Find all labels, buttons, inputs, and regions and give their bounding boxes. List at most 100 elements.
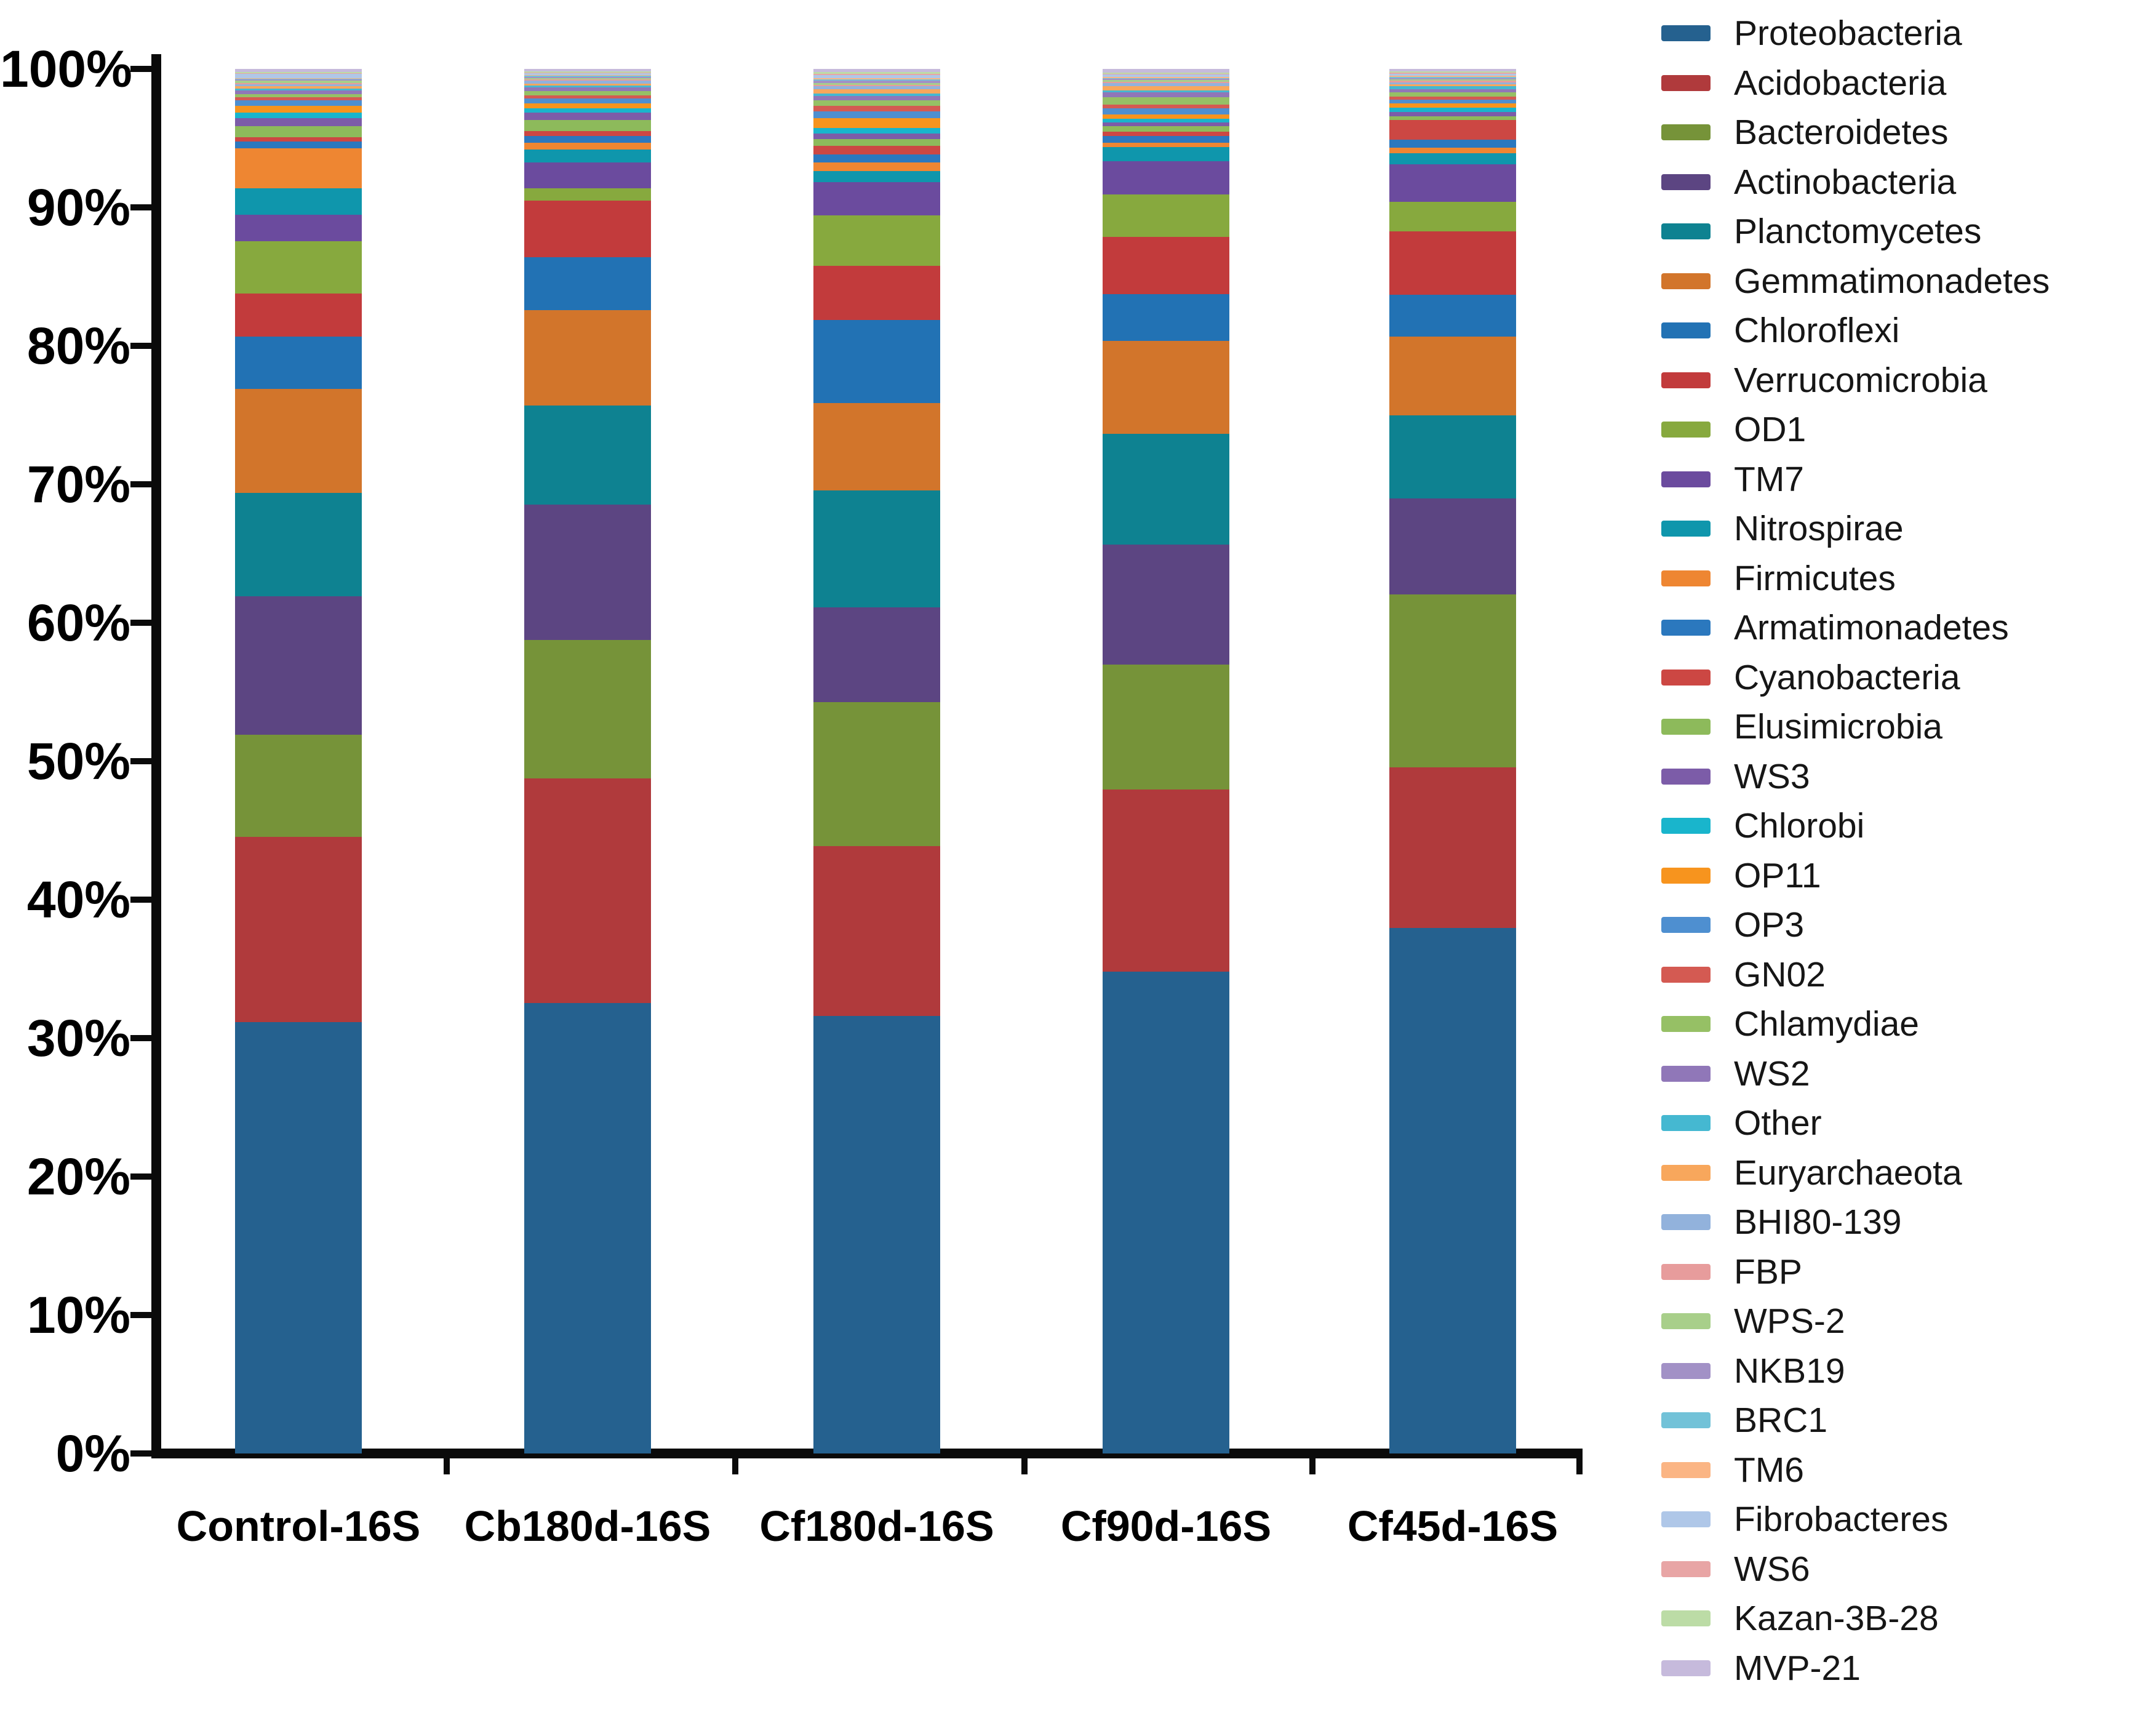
bar-segment bbox=[524, 73, 651, 76]
legend-item-Gemmatimonadetes: Gemmatimonadetes bbox=[1661, 257, 2154, 306]
bar-segment bbox=[1103, 90, 1229, 93]
bar-segment bbox=[1389, 97, 1516, 100]
bar-segment bbox=[1103, 789, 1229, 972]
legend-swatch bbox=[1661, 818, 1711, 834]
bar-segment bbox=[1103, 161, 1229, 194]
y-tick-label: 40% bbox=[26, 871, 130, 929]
bar-segment bbox=[813, 111, 940, 119]
bar-segment bbox=[1103, 194, 1229, 238]
bar-segment bbox=[524, 201, 651, 258]
y-tick bbox=[130, 1312, 151, 1318]
legend-item-Armatimonadetes: Armatimonadetes bbox=[1661, 603, 2154, 653]
y-axis-line bbox=[151, 54, 161, 1458]
bar-segment bbox=[524, 69, 651, 71]
bar-segment bbox=[235, 97, 362, 100]
legend-label: OD1 bbox=[1734, 410, 1807, 450]
bar-segment bbox=[813, 403, 940, 491]
legend-label: Fibrobacteres bbox=[1734, 1500, 1949, 1540]
legend-swatch bbox=[1661, 1412, 1711, 1429]
y-tick bbox=[130, 204, 151, 210]
bar-segment bbox=[524, 405, 651, 505]
y-tick-label: 70% bbox=[26, 455, 130, 513]
bar-segment bbox=[813, 75, 940, 78]
bar-segment bbox=[813, 162, 940, 172]
legend-swatch bbox=[1661, 1214, 1711, 1231]
legend-swatch bbox=[1661, 372, 1711, 388]
legend-swatch bbox=[1661, 1561, 1711, 1577]
x-tick bbox=[1576, 1453, 1583, 1474]
bar-segment bbox=[813, 74, 940, 76]
bar-segment bbox=[235, 88, 362, 91]
bar-Control-16S bbox=[235, 69, 362, 1453]
bar-segment bbox=[813, 81, 940, 83]
bar-segment bbox=[235, 837, 362, 1023]
bar-segment bbox=[1103, 433, 1229, 545]
bar-segment bbox=[813, 96, 940, 100]
bar-segment bbox=[813, 100, 940, 106]
bar-segment bbox=[813, 78, 940, 80]
bar-segment bbox=[1389, 767, 1516, 929]
bar-segment bbox=[1103, 294, 1229, 341]
legend-item-WS3: WS3 bbox=[1661, 752, 2154, 802]
bar-segment bbox=[813, 265, 940, 320]
bar-segment bbox=[1103, 78, 1229, 79]
legend-label: OP11 bbox=[1734, 855, 1821, 895]
bar-segment bbox=[524, 83, 651, 86]
legend-item-WS2: WS2 bbox=[1661, 1049, 2154, 1099]
bar-segment bbox=[524, 87, 651, 92]
bar-segment bbox=[1389, 148, 1516, 154]
bar-segment bbox=[524, 1003, 651, 1453]
legend-item-TM7: TM7 bbox=[1661, 455, 2154, 505]
y-tick-label: 80% bbox=[26, 317, 130, 375]
y-tick-label: 100% bbox=[0, 40, 132, 98]
legend-item-BRC1: BRC1 bbox=[1661, 1396, 2154, 1445]
legend-label: NKB19 bbox=[1734, 1351, 1845, 1391]
bar-segment bbox=[1389, 336, 1516, 416]
bar-segment bbox=[813, 89, 940, 94]
bar-segment bbox=[1103, 86, 1229, 91]
legend-item-OP11: OP11 bbox=[1661, 851, 2154, 901]
bar-segment bbox=[235, 79, 362, 81]
legend-swatch bbox=[1661, 719, 1711, 735]
y-tick-label: 50% bbox=[26, 732, 130, 790]
legend-label: TM6 bbox=[1734, 1450, 1804, 1490]
y-tick bbox=[130, 758, 151, 764]
legend-label: WS3 bbox=[1734, 756, 1810, 796]
legend-swatch bbox=[1661, 1511, 1711, 1528]
x-tick bbox=[1021, 1453, 1028, 1474]
bar-segment bbox=[1103, 108, 1229, 115]
legend-label: Acidobacteria bbox=[1734, 63, 1947, 103]
bar-segment bbox=[235, 336, 362, 390]
x-tick bbox=[1309, 1453, 1316, 1474]
bar-segment bbox=[1103, 80, 1229, 82]
legend-swatch bbox=[1661, 1313, 1711, 1330]
bar-segment bbox=[235, 105, 362, 113]
bar-Cf180d-16S bbox=[813, 69, 940, 1453]
legend-item-TM6: TM6 bbox=[1661, 1445, 2154, 1495]
legend-label: Chlorobi bbox=[1734, 806, 1865, 846]
bar-segment bbox=[813, 846, 940, 1016]
bar-segment bbox=[524, 112, 651, 121]
bar-segment bbox=[1103, 665, 1229, 790]
y-tick bbox=[130, 897, 151, 903]
bar-segment bbox=[1389, 72, 1516, 74]
bar-segment bbox=[524, 98, 651, 104]
legend-swatch bbox=[1661, 867, 1711, 884]
bar-segment bbox=[524, 81, 651, 84]
legend-swatch bbox=[1661, 322, 1711, 339]
y-tick bbox=[130, 481, 151, 487]
bar-segment bbox=[813, 71, 940, 74]
bar-segment bbox=[1389, 120, 1516, 140]
bar-segment bbox=[235, 84, 362, 87]
bar-segment bbox=[1103, 69, 1229, 73]
bar-segment bbox=[813, 134, 940, 140]
bar-segment bbox=[1389, 84, 1516, 87]
legend-swatch bbox=[1661, 521, 1711, 537]
bar-segment bbox=[1389, 79, 1516, 81]
legend-label: Firmicutes bbox=[1734, 558, 1896, 598]
legend-item-Firmicutes: Firmicutes bbox=[1661, 554, 2154, 604]
bar-segment bbox=[813, 93, 940, 97]
legend-item-WPS-2: WPS-2 bbox=[1661, 1297, 2154, 1346]
bar-segment bbox=[235, 86, 362, 89]
legend-swatch bbox=[1661, 620, 1711, 636]
